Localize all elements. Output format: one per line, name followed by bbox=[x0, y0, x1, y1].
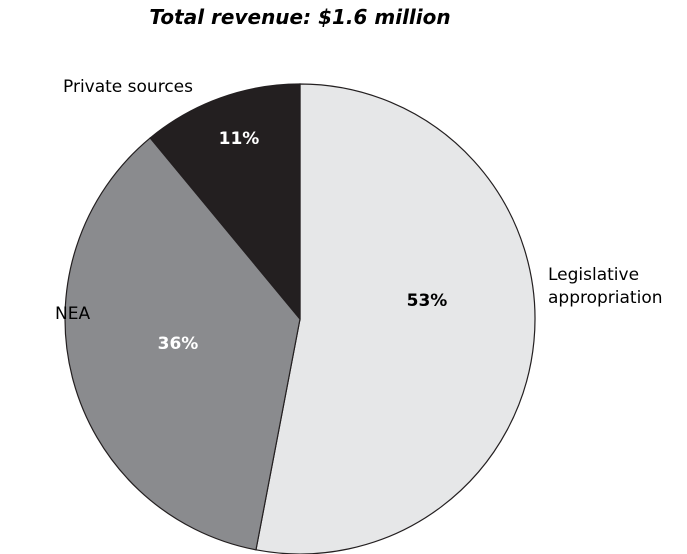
slice-category-label-nea: NEA bbox=[55, 304, 90, 324]
pie-slice-private-sources bbox=[149, 83, 301, 321]
slice-category-label-private-sources: Private sources bbox=[63, 77, 193, 97]
pie-slice-legislative-appropriation bbox=[255, 83, 536, 554]
slice-value-label-private-sources: 11% bbox=[219, 129, 260, 149]
pie-slice-nea bbox=[64, 137, 301, 551]
chart-title: Total revenue: $1.6 million bbox=[149, 5, 450, 29]
slice-value-label-legislative-appropriation: 53% bbox=[407, 291, 448, 311]
slice-category-label-legislative-appropriation: Legislative appropriation bbox=[548, 265, 663, 308]
slice-value-label-nea: 36% bbox=[158, 334, 199, 354]
